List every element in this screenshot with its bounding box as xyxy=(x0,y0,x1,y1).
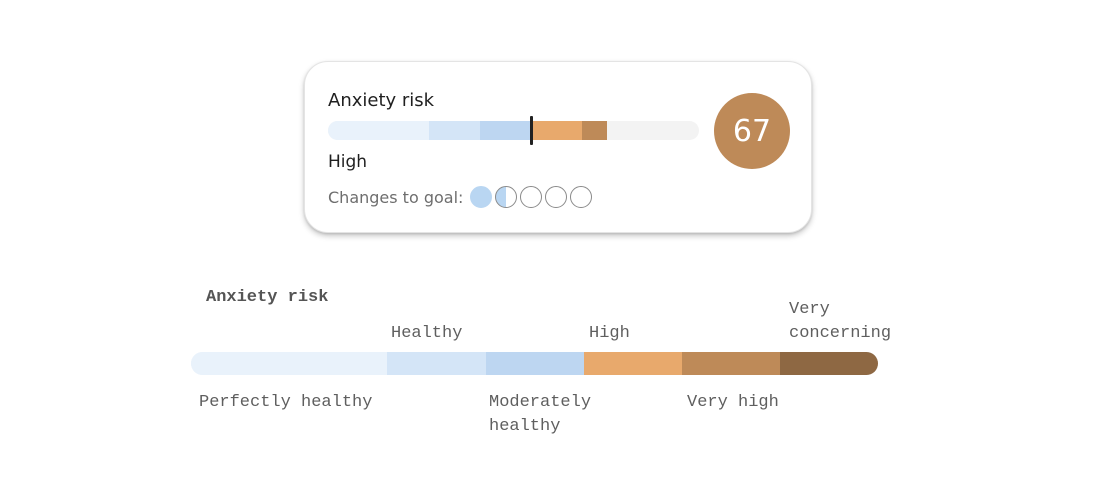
current-value-marker xyxy=(530,116,533,145)
goal-dot-empty-icon xyxy=(520,186,543,208)
scale-label-healthy: Healthy xyxy=(391,324,463,343)
card-title: Anxiety risk xyxy=(328,90,435,111)
goal-dot-filled-icon xyxy=(470,186,493,208)
scale-segment-perfectly-healthy xyxy=(191,352,387,375)
scale-segment-high xyxy=(584,352,682,375)
scale-label-very-concerning: Very concerning xyxy=(789,300,892,343)
scale-segment-very-concerning xyxy=(780,352,878,375)
anxiety-risk-card[interactable]: Anxiety risk High Changes to goal: 67 xyxy=(304,61,812,233)
scale-segment-very-high xyxy=(682,352,780,375)
risk-level-label: High xyxy=(328,152,368,172)
bar-segment-very-high xyxy=(582,121,607,140)
risk-scale-bar xyxy=(191,352,878,375)
goal-dot-half-filled-icon xyxy=(495,186,518,208)
score-badge: 67 xyxy=(714,93,790,169)
goal-changes-row: Changes to goal: xyxy=(328,184,593,210)
scale-segment-moderately-healthy xyxy=(486,352,584,375)
scale-label-high: High xyxy=(589,324,630,343)
scale-label-perfectly-healthy: Perfectly healthy xyxy=(199,393,373,412)
scale-title: Anxiety risk xyxy=(206,288,329,307)
score-value: 67 xyxy=(732,113,772,149)
bar-segment-moderately-healthy xyxy=(480,121,531,140)
scale-segment-healthy xyxy=(387,352,486,375)
goal-dot-empty-icon xyxy=(545,186,568,208)
bar-segment-healthy xyxy=(429,121,480,140)
goal-dot-empty-icon xyxy=(570,186,593,208)
bar-segment-perfectly-healthy xyxy=(328,121,429,140)
scale-label-moderately-healthy: Moderately healthy xyxy=(489,393,592,436)
bar-segment-high xyxy=(531,121,582,140)
risk-progress-bar xyxy=(328,121,699,140)
goal-changes-label: Changes to goal: xyxy=(328,187,464,207)
scale-label-very-high: Very high xyxy=(687,393,779,412)
